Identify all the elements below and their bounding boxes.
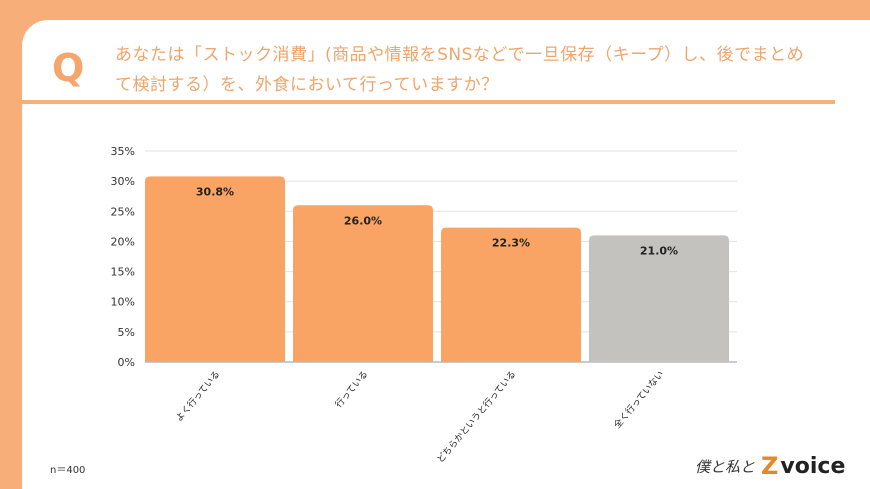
sample-size: n＝400 — [50, 465, 86, 476]
x-category-label: 全く行っていない — [611, 368, 666, 431]
data-label: 21.0% — [640, 244, 678, 257]
y-tick-label: 35% — [111, 145, 135, 158]
y-tick-label: 20% — [111, 235, 135, 248]
divider — [22, 100, 835, 104]
bar — [145, 176, 285, 362]
y-tick-label: 15% — [111, 266, 135, 279]
z-logo-icon: Z — [761, 452, 779, 480]
y-tick-label: 5% — [118, 326, 135, 339]
x-category-label: よく行っている — [173, 368, 222, 424]
y-tick-label: 25% — [111, 205, 135, 218]
logo-handwritten: 僕と私と — [695, 457, 756, 476]
question-title: あなたは「ストック消費」(商品や情報をSNSなどで一旦保存（キープ）し、後でまと… — [115, 45, 805, 95]
data-label: 30.8% — [196, 185, 234, 198]
y-tick-label: 30% — [111, 175, 135, 188]
bar — [441, 227, 581, 362]
x-category-label: 行っている — [332, 368, 370, 410]
logo: 僕と私と Z voice — [695, 452, 845, 480]
logo-brand: voice — [780, 453, 846, 479]
x-category-label: どちらかというと行っている — [434, 368, 518, 465]
data-label: 26.0% — [344, 214, 382, 227]
y-tick-label: 10% — [111, 296, 135, 309]
bar — [293, 205, 433, 362]
question-mark-icon: Q — [52, 46, 85, 90]
data-label: 22.3% — [492, 237, 530, 250]
bar — [589, 235, 729, 362]
y-tick-label: 0% — [118, 356, 135, 369]
